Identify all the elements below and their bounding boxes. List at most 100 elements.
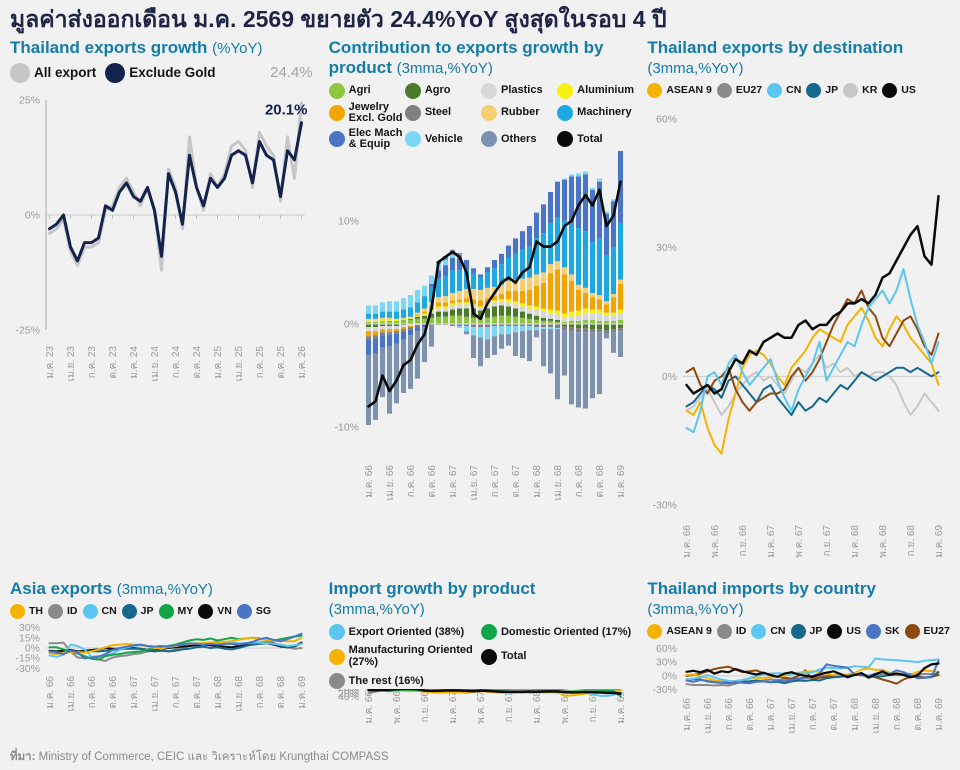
svg-text:0%: 0%	[343, 318, 358, 330]
legend-item-us: US	[882, 82, 916, 98]
panel-title-imports-country: Thailand imports by country (3mma,%YoY)	[647, 579, 950, 619]
svg-text:30%: 30%	[19, 623, 40, 635]
legend-dot	[751, 624, 767, 640]
contribution-chart: 10% 0% -10% ม.ค. 66 เม.ย. 66 ก.ค. 66 ต.ค. 66 ม.…	[329, 150, 632, 571]
legend-dot	[790, 624, 806, 640]
svg-text:ม.ค. 66: ม.ค. 66	[364, 464, 375, 497]
panel-exports-by-destination: Thailand exports by destination (3mma,%Y…	[647, 38, 950, 572]
svg-text:เม.ย. 25: เม.ย. 25	[234, 345, 245, 381]
svg-text:ต.ค. 68: ต.ค. 68	[913, 698, 924, 731]
legend-item-exclude-gold: Exclude Gold	[105, 62, 216, 83]
svg-text:ม.ค. 68: ม.ค. 68	[850, 698, 861, 731]
legend-import-growth: Export Oriented (38%) Domestic Oriented (…	[328, 624, 632, 690]
svg-text:ม.ค. 69: ม.ค. 69	[934, 524, 945, 557]
svg-text:0%: 0%	[25, 209, 40, 221]
svg-text:ม.ค. 69: ม.ค. 69	[297, 676, 308, 709]
legend-label: Plastics	[500, 83, 543, 96]
legend-dot	[557, 82, 574, 99]
chart-svg: 30%15%0%-15%-30% ม.ค. 66 เม.ย. 66 ก.ค. 66 ต.…	[15, 623, 308, 712]
svg-text:ก.ค. 66: ก.ค. 66	[87, 676, 98, 709]
legend-item-manufacturing-oriented-27-: Manufacturing Oriented (27%)	[328, 645, 479, 668]
svg-text:เม.ย. 66: เม.ย. 66	[66, 676, 77, 712]
legend-asia-exports: TH ID CN JP MY VN SG	[10, 604, 313, 620]
svg-text:เม.ย. 68: เม.ย. 68	[234, 676, 245, 712]
legend-item-jp: JP	[121, 604, 154, 620]
legend-label: Total	[577, 132, 603, 145]
svg-text:เม.ย. 68: เม.ย. 68	[871, 698, 882, 734]
legend-contribution: Agri Agro Plastics Aluminium Jewelry Excl. G…	[328, 82, 634, 151]
svg-text:ก.ย. 66: ก.ย. 66	[420, 691, 431, 723]
svg-text:พ.ค. 66: พ.ค. 66	[392, 691, 403, 724]
svg-text:ม.ค. 68: ม.ค. 68	[532, 691, 543, 724]
legend-item-asean-9: ASEAN 9	[647, 82, 712, 98]
svg-text:เม.ย. 68: เม.ย. 68	[553, 464, 564, 500]
legend-dot	[480, 131, 497, 148]
svg-text:ต.ค. 66: ต.ค. 66	[427, 464, 438, 497]
svg-text:เม.ย. 23: เม.ย. 23	[66, 345, 77, 381]
legend-dot	[557, 105, 574, 122]
svg-text:ต.ค. 67: ต.ค. 67	[511, 464, 522, 497]
legend-item-elec-mach-equip: Elec Mach & Equip	[328, 127, 403, 151]
latest-value-annotation: 24.4%	[270, 64, 313, 82]
chart-grid: Thailand exports growth (%YoY) All expor…	[10, 38, 950, 745]
legend-label: VN	[217, 605, 232, 618]
legend-item-cn: CN	[751, 624, 786, 640]
svg-text:ก.ย. 67: ก.ย. 67	[504, 691, 515, 723]
legend-label: Total	[500, 650, 527, 663]
svg-text:ต.ค. 66: ต.ค. 66	[108, 676, 119, 709]
svg-text:-20%: -20%	[334, 689, 359, 694]
legend-label: EU27	[735, 83, 763, 96]
legend-item-agro: Agro	[404, 82, 479, 99]
svg-text:ต.ค. 25: ต.ค. 25	[276, 345, 287, 378]
svg-text:40%: 40%	[338, 691, 359, 703]
svg-text:ก.ค. 68: ก.ค. 68	[255, 676, 266, 709]
asia-exports-chart: 30% 15% 0% -15% -30% ม.ค. 66 เม.ย. 66 ก.ค. 66 ต.…	[10, 619, 313, 745]
chart-svg: 40%20%0%-20%-40% ม.ค. 66 พ.ค. 66 ก.ย. 66 ม.ค…	[334, 689, 627, 724]
legend-dot	[236, 604, 252, 620]
legend-label: Export Oriented (38%)	[348, 625, 465, 638]
legend-dot	[557, 131, 574, 148]
import-growth-chart: 40%20%0%-20%-40% ม.ค. 66 พ.ค. 66 ก.ย. 66 ม.ค…	[329, 689, 632, 745]
legend-dot	[404, 82, 421, 99]
svg-text:ก.ค. 66: ก.ค. 66	[724, 698, 735, 731]
legend-dot	[480, 624, 497, 641]
legend-label: JP	[140, 605, 154, 618]
legend-dot	[767, 82, 783, 98]
svg-text:พ.ค. 67: พ.ค. 67	[794, 524, 805, 557]
svg-text:ต.ค. 23: ต.ค. 23	[108, 345, 119, 378]
svg-text:ม.ค. 69: ม.ค. 69	[934, 698, 945, 731]
svg-text:ม.ค. 26: ม.ค. 26	[297, 345, 308, 378]
svg-text:ม.ค. 68: ม.ค. 68	[850, 524, 861, 557]
svg-text:ม.ค. 67: ม.ค. 67	[448, 464, 459, 497]
legend-dot	[404, 131, 421, 148]
legend-label: ID	[735, 625, 747, 638]
legend-label: Exclude Gold	[129, 64, 216, 80]
legend-item-asean-9: ASEAN 9	[647, 624, 712, 640]
svg-text:ก.ย. 68: ก.ย. 68	[906, 524, 917, 556]
svg-text:พ.ค. 67: พ.ค. 67	[476, 691, 487, 724]
legend-label: CN	[101, 605, 117, 618]
legend-dot	[647, 624, 663, 640]
panel-title-text: Thailand imports by country	[647, 579, 876, 599]
svg-text:ต.ค. 24: ต.ค. 24	[192, 345, 203, 378]
legend-label: SK	[884, 625, 900, 638]
legend-label: TH	[29, 605, 43, 618]
panel-thailand-exports-growth: Thailand exports growth (%YoY) All expor…	[10, 38, 313, 572]
svg-text:ต.ค. 67: ต.ค. 67	[192, 676, 203, 709]
legend-item-total: Total	[480, 648, 631, 665]
legend-label: ID	[67, 605, 78, 618]
legend-dot	[480, 105, 497, 122]
svg-text:-25%: -25%	[15, 324, 40, 336]
panel-title-text: Import growth by product	[328, 579, 536, 599]
legend-dot	[806, 82, 822, 98]
svg-text:ต.ค. 68: ต.ค. 68	[595, 464, 606, 497]
legend-dot	[10, 604, 25, 620]
svg-text:ม.ค. 67: ม.ค. 67	[766, 524, 777, 557]
svg-text:ต.ค. 67: ต.ค. 67	[829, 698, 840, 731]
legend-label: CN	[770, 625, 786, 638]
svg-text:ม.ค. 66: ม.ค. 66	[364, 691, 375, 724]
legend-dot	[328, 105, 345, 122]
panel-title-import-growth: Import growth by product (3mma,%YoY)	[329, 579, 632, 619]
svg-text:20.1%: 20.1%	[265, 101, 308, 118]
legend-item-eu27: EU27	[716, 82, 763, 98]
